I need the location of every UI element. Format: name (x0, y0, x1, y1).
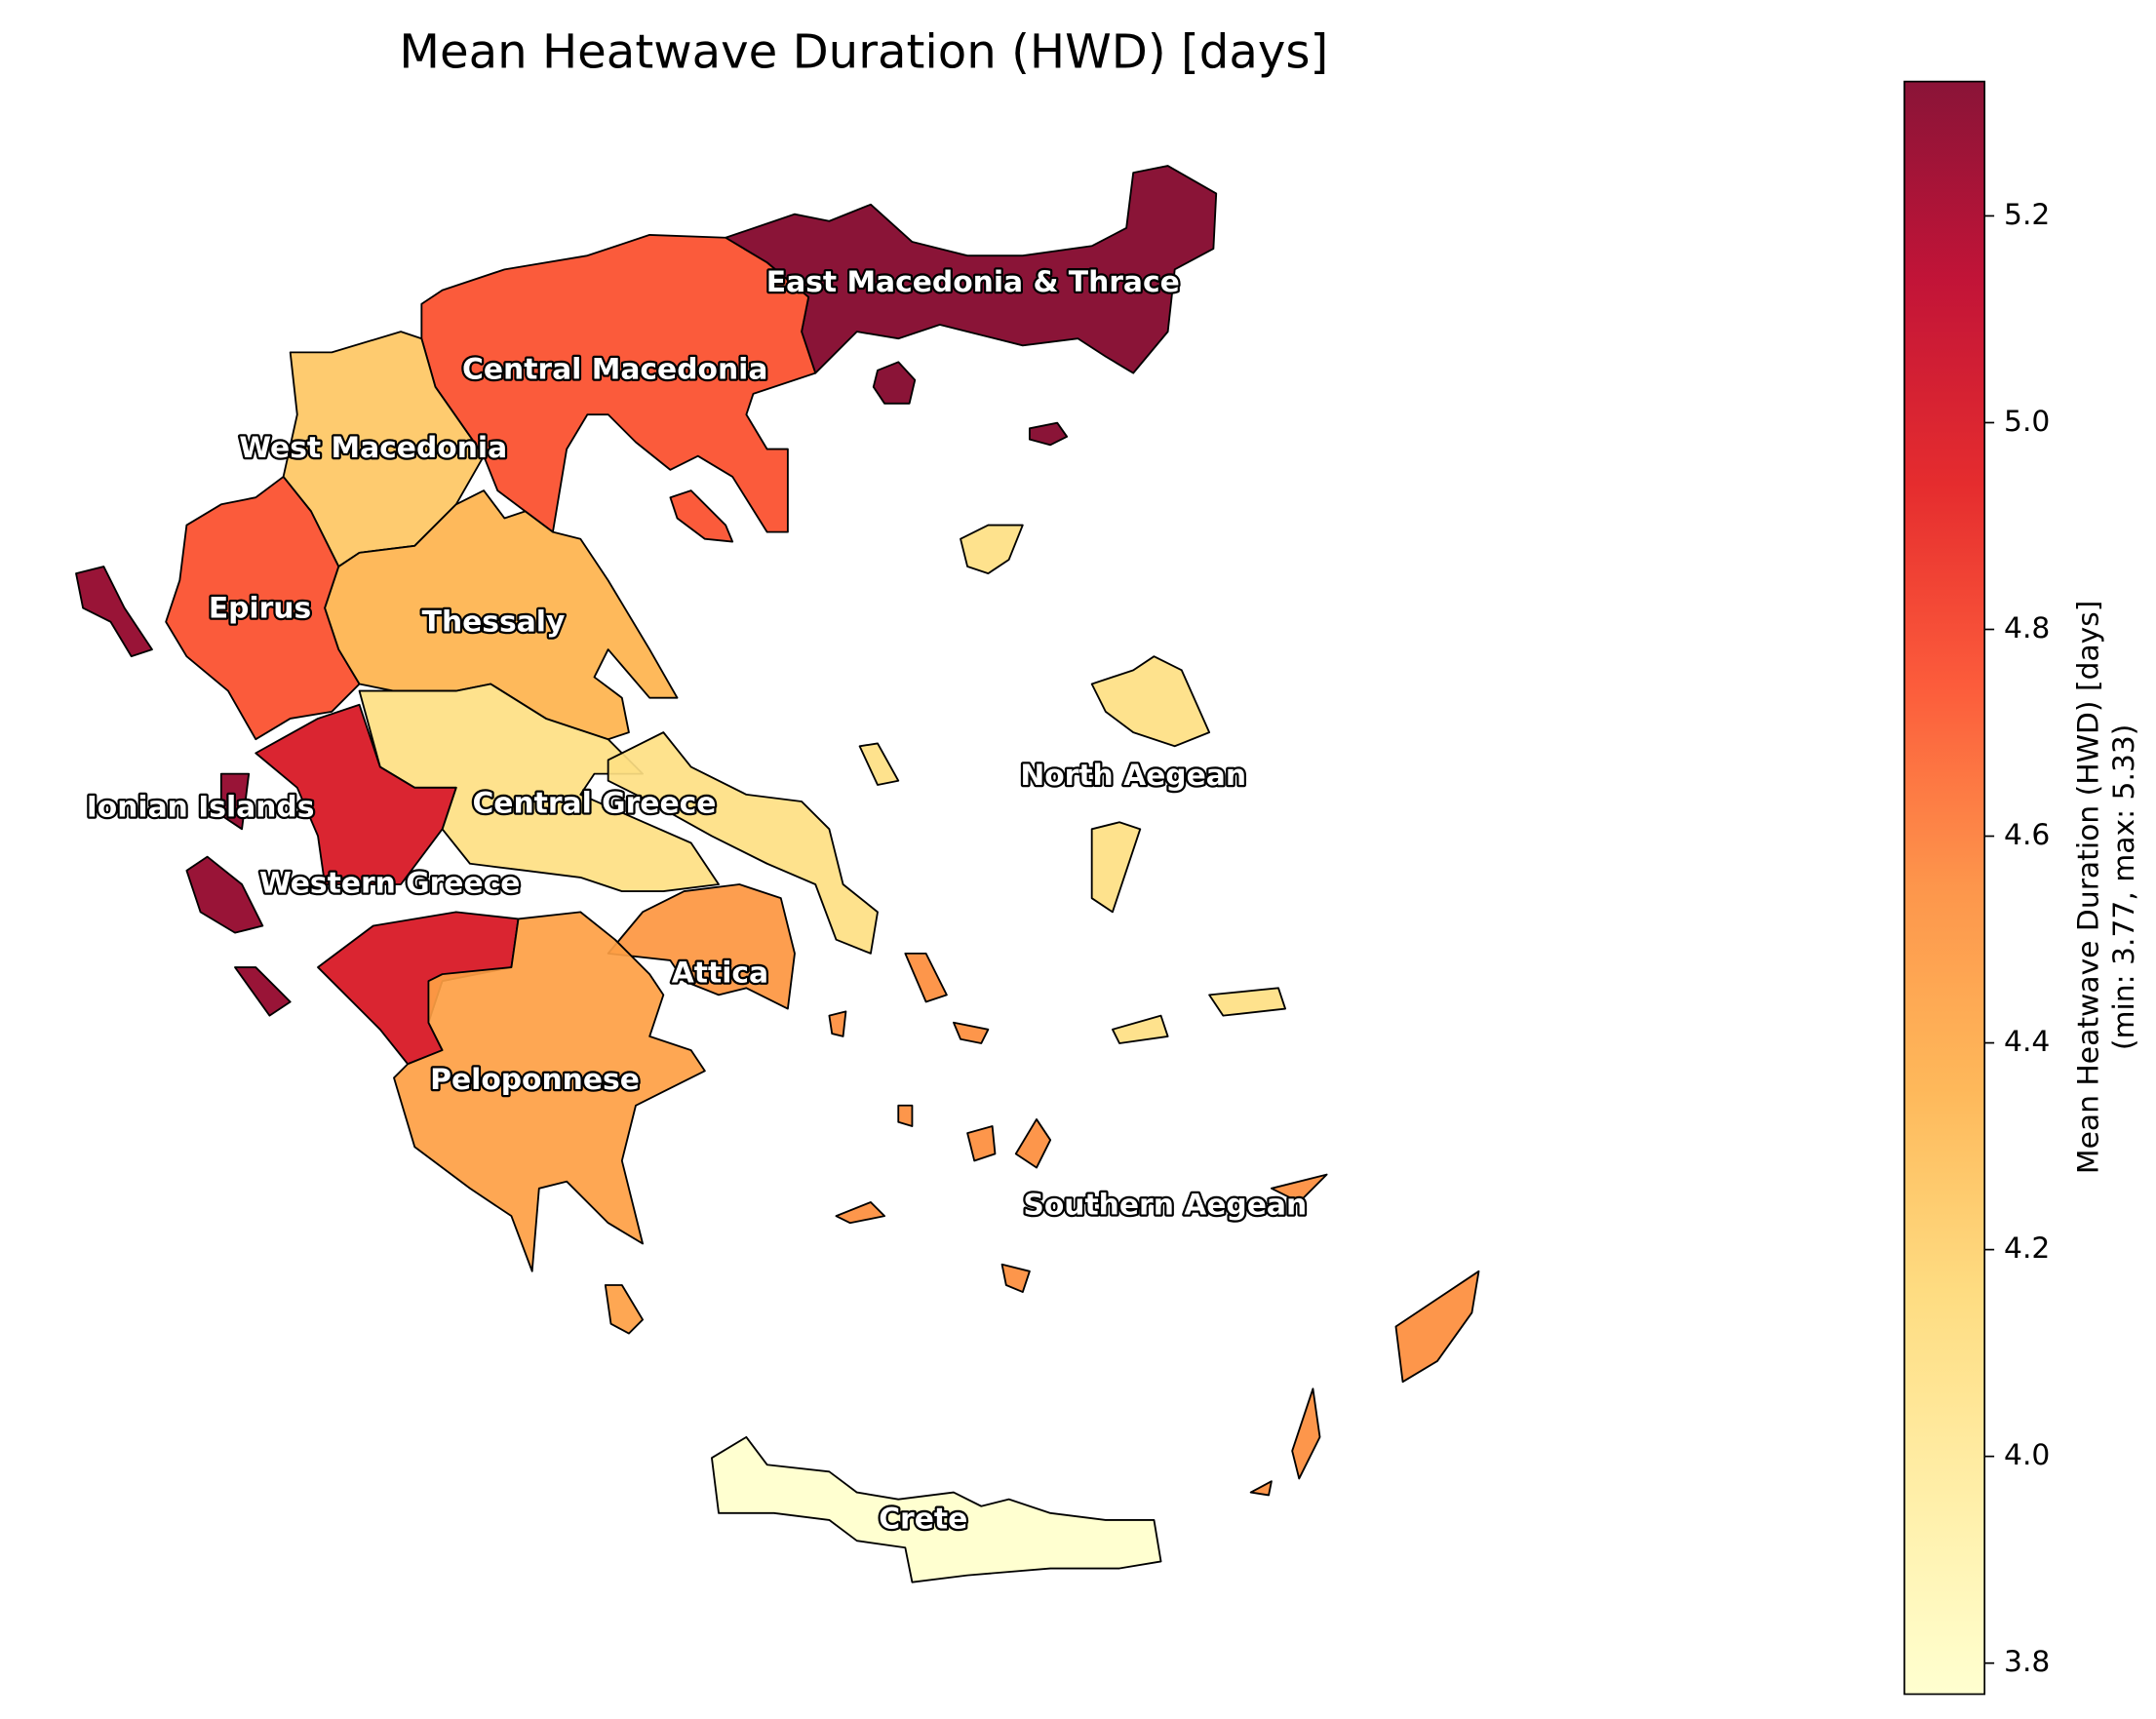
region (358, 683, 879, 955)
colorbar (1903, 80, 1986, 1696)
colorbar-tick-label: 4.6 (2004, 818, 2050, 852)
region-label: Ionian Islands (87, 791, 315, 825)
region (725, 165, 1218, 447)
region (828, 952, 1480, 1497)
region (711, 1435, 1162, 1583)
colorbar-tick-label: 5.0 (2004, 405, 2050, 439)
colorbar-tick-label: 4.0 (2004, 1438, 2050, 1472)
region-label: Western Greece (259, 867, 521, 901)
region-label: Epirus (209, 591, 311, 625)
region-label: Crete (879, 1502, 967, 1536)
region (393, 911, 706, 1335)
region-label: Attica (672, 957, 768, 991)
region (75, 566, 292, 1017)
region-label: Peloponnese (430, 1063, 640, 1097)
colorbar-tick-label: 4.4 (2004, 1025, 2050, 1059)
region-label: East Macedonia & Thrace (766, 265, 1180, 299)
colorbar-tick-label: 3.8 (2004, 1645, 2050, 1679)
region-label: North Aegean (1020, 759, 1246, 793)
region (607, 883, 796, 1010)
colorbar-sublabel: (min: 3.77, max: 5.33) (2107, 724, 2141, 1050)
colorbar-tick-label: 5.2 (2004, 198, 2050, 232)
colorbar-label: Mean Heatwave Duration (HWD) [days] (2071, 601, 2105, 1174)
map-title: Mean Heatwave Duration (HWD) [days] (399, 25, 1328, 80)
colorbar-tick-label: 4.2 (2004, 1231, 2050, 1266)
region (420, 234, 817, 543)
region (858, 524, 1287, 1044)
colorbar-tick-label: 4.8 (2004, 611, 2050, 645)
region-label: Central Macedonia (462, 352, 767, 386)
region-label: Thessaly (422, 606, 566, 640)
region-label: West Macedonia (239, 431, 507, 465)
region-label: Central Greece (472, 786, 716, 820)
region-label: Southern Aegean (1023, 1189, 1307, 1223)
